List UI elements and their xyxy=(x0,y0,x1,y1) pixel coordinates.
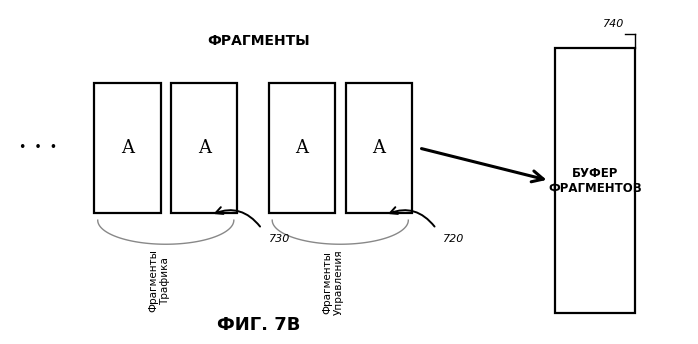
Bar xyxy=(555,48,635,313)
Text: 730: 730 xyxy=(269,234,290,244)
Text: Фрагменты
Управления: Фрагменты Управления xyxy=(322,249,344,315)
Bar xyxy=(171,83,237,213)
Text: 740: 740 xyxy=(602,19,624,29)
Text: ФИГ. 7В: ФИГ. 7В xyxy=(216,316,300,334)
Text: ФРАГМЕНТЫ: ФРАГМЕНТЫ xyxy=(207,34,310,48)
Text: •  •  •: • • • xyxy=(20,141,57,154)
Text: A: A xyxy=(121,139,134,157)
Bar xyxy=(94,83,161,213)
Bar xyxy=(346,83,412,213)
Bar xyxy=(269,83,335,213)
Text: 720: 720 xyxy=(443,234,465,244)
Text: A: A xyxy=(295,139,309,157)
Text: A: A xyxy=(198,139,211,157)
Text: БУФЕР
ФРАГМЕНТОВ: БУФЕР ФРАГМЕНТОВ xyxy=(548,166,642,195)
Text: A: A xyxy=(372,139,385,157)
Text: Фрагменты
Трафика: Фрагменты Трафика xyxy=(148,249,170,312)
